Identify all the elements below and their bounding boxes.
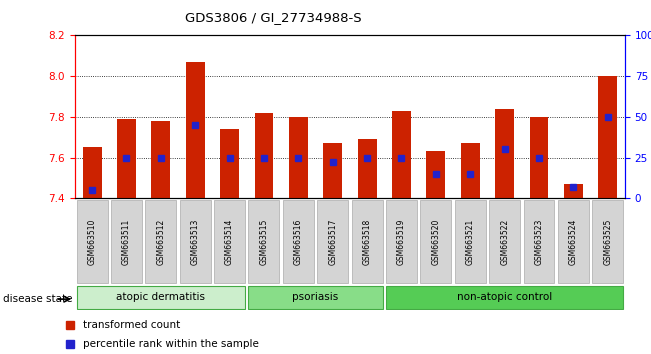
Text: transformed count: transformed count <box>83 320 180 330</box>
Text: GSM663522: GSM663522 <box>500 218 509 265</box>
FancyBboxPatch shape <box>592 200 623 283</box>
FancyBboxPatch shape <box>283 200 314 283</box>
FancyBboxPatch shape <box>523 200 555 283</box>
Bar <box>289 117 308 198</box>
FancyBboxPatch shape <box>558 200 589 283</box>
Bar <box>186 62 204 198</box>
Text: GDS3806 / GI_27734988-S: GDS3806 / GI_27734988-S <box>185 11 362 24</box>
Bar <box>461 143 480 198</box>
Bar <box>255 113 273 198</box>
FancyBboxPatch shape <box>249 286 383 308</box>
Text: GSM663523: GSM663523 <box>534 218 544 265</box>
Text: GSM663511: GSM663511 <box>122 218 131 265</box>
Bar <box>324 143 342 198</box>
FancyBboxPatch shape <box>317 200 348 283</box>
Bar <box>117 119 136 198</box>
FancyBboxPatch shape <box>489 200 520 283</box>
Bar <box>426 152 445 198</box>
FancyBboxPatch shape <box>77 286 245 308</box>
Bar <box>495 109 514 198</box>
Text: GSM663516: GSM663516 <box>294 218 303 265</box>
Bar <box>220 129 239 198</box>
Text: GSM663518: GSM663518 <box>363 218 372 265</box>
FancyBboxPatch shape <box>421 200 451 283</box>
Text: GSM663521: GSM663521 <box>465 218 475 265</box>
FancyBboxPatch shape <box>386 200 417 283</box>
FancyBboxPatch shape <box>180 200 211 283</box>
Text: psoriasis: psoriasis <box>292 292 339 302</box>
FancyBboxPatch shape <box>352 200 383 283</box>
Text: GSM663514: GSM663514 <box>225 218 234 265</box>
Bar <box>392 111 411 198</box>
Bar <box>529 117 548 198</box>
FancyBboxPatch shape <box>77 200 107 283</box>
Text: GSM663515: GSM663515 <box>260 218 268 265</box>
Text: disease state: disease state <box>3 294 73 304</box>
Text: GSM663510: GSM663510 <box>87 218 96 265</box>
Text: atopic dermatitis: atopic dermatitis <box>117 292 205 302</box>
Text: GSM663519: GSM663519 <box>397 218 406 265</box>
Bar <box>152 121 171 198</box>
Text: GSM663512: GSM663512 <box>156 218 165 265</box>
Text: non-atopic control: non-atopic control <box>457 292 552 302</box>
Text: GSM663525: GSM663525 <box>603 218 613 265</box>
Bar <box>83 147 102 198</box>
Bar <box>564 184 583 198</box>
FancyBboxPatch shape <box>249 200 279 283</box>
Text: GSM663524: GSM663524 <box>569 218 578 265</box>
FancyBboxPatch shape <box>214 200 245 283</box>
Bar <box>598 76 617 198</box>
FancyBboxPatch shape <box>455 200 486 283</box>
Text: GSM663520: GSM663520 <box>432 218 440 265</box>
Bar <box>357 139 376 198</box>
Text: GSM663517: GSM663517 <box>328 218 337 265</box>
FancyBboxPatch shape <box>111 200 142 283</box>
Text: GSM663513: GSM663513 <box>191 218 200 265</box>
FancyBboxPatch shape <box>386 286 623 308</box>
Text: percentile rank within the sample: percentile rank within the sample <box>83 339 259 349</box>
FancyBboxPatch shape <box>145 200 176 283</box>
